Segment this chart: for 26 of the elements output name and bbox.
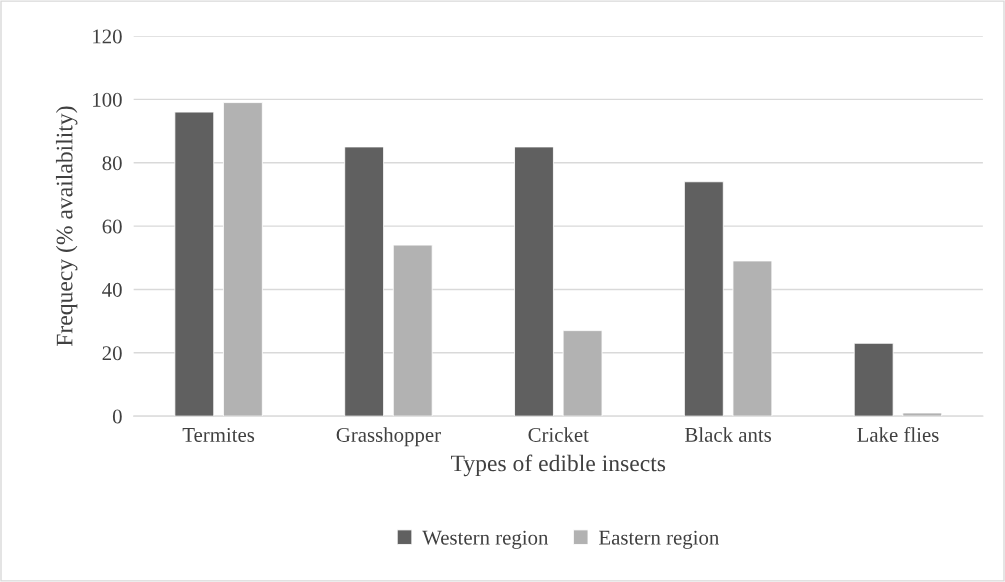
y-tick-label: 0: [112, 409, 122, 424]
y-tick-label: 40: [102, 282, 122, 297]
y-tick-label: 100: [93, 92, 122, 107]
bar: [902, 412, 943, 417]
bar: [562, 330, 603, 417]
bar: [732, 260, 773, 417]
x-tick-label: Grasshopper: [336, 427, 441, 447]
x-tick-label: Termites: [182, 427, 255, 442]
bar: [853, 342, 894, 417]
y-tick-label: 120: [93, 29, 122, 44]
x-tick-label: Lake flies: [857, 427, 939, 442]
bar: [683, 181, 724, 417]
y-tick-label: 20: [102, 346, 122, 361]
y-tick-label: 80: [102, 156, 122, 171]
x-tick-label: Cricket: [528, 427, 589, 442]
x-tick-label: Black ants: [685, 427, 772, 442]
bar: [223, 102, 263, 417]
x-axis-title: Types of edible insects: [451, 454, 666, 477]
bar: [392, 244, 433, 417]
legend-label: Eastern region: [599, 530, 719, 549]
y-tick-label: 60: [102, 219, 122, 234]
bar: [514, 146, 554, 417]
y-axis-title: Frequecy (% availability): [55, 106, 78, 347]
bar: [344, 146, 385, 417]
bar: [174, 111, 215, 417]
legend-label: Western region: [422, 530, 549, 549]
